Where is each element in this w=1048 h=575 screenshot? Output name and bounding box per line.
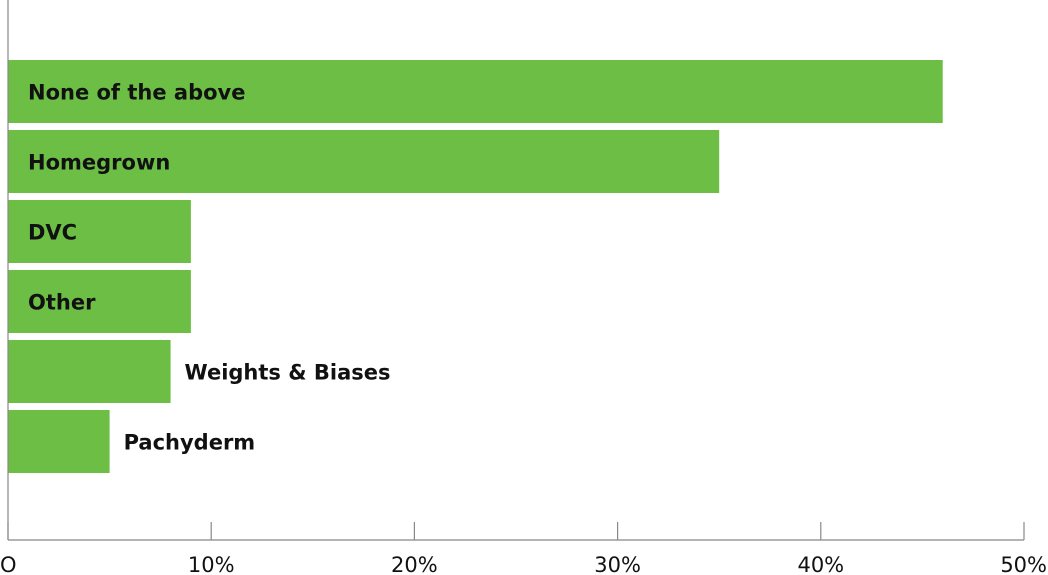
bar-weights-biases [8,340,171,403]
bar-none-of-the-above [8,60,943,123]
bar-other [8,270,191,333]
bar-label: Pachyderm [124,431,256,455]
bar-label: Homegrown [28,151,170,175]
bar-dvc [8,200,191,263]
bar-label: DVC [28,221,77,245]
bars-group: None of the above Homegrown DVC Other Weight… [8,60,943,473]
bar-pachyderm [8,410,110,473]
x-tick-label: O [0,553,17,575]
x-tick-label: 30% [594,553,641,575]
bar-label: Weights & Biases [185,361,391,385]
x-tick-label: 40% [797,553,844,575]
bar-label: Other [28,291,96,315]
x-tick-label: 10% [188,553,235,575]
bar-homegrown [8,130,720,193]
x-tick-label: 50% [1000,553,1047,575]
x-axis-ticks: O 10% 20% 30% 40% 50% [0,522,1047,575]
x-tick-label: 20% [391,553,438,575]
bar-label: None of the above [28,81,246,105]
